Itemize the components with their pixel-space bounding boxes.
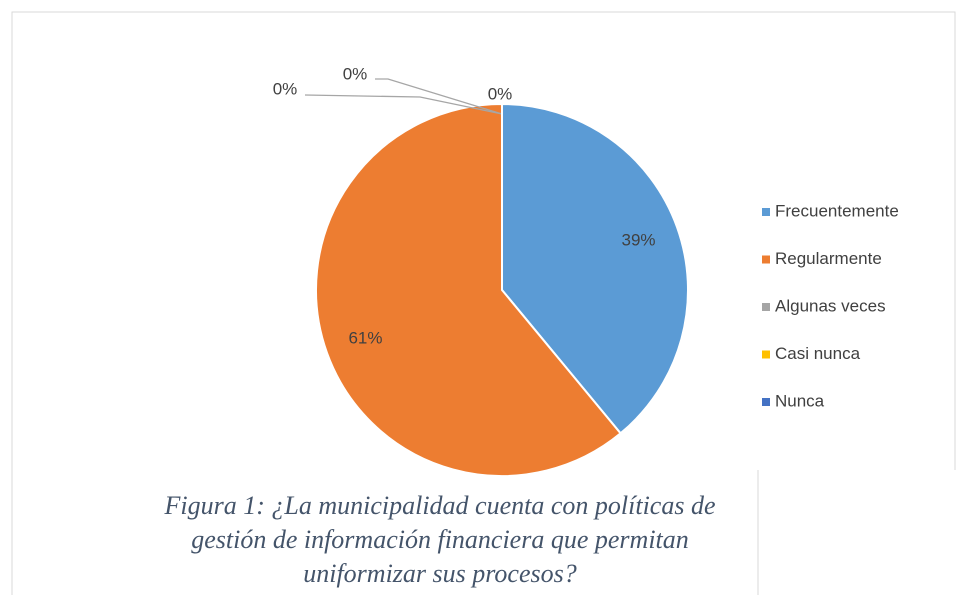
legend-label: Nunca: [775, 391, 825, 410]
legend-label: Frecuentemente: [775, 201, 899, 220]
legend-label: Regularmente: [775, 249, 882, 268]
chart-border: [11, 11, 956, 595]
legend-label: Algunas veces: [775, 296, 886, 315]
caption: Figura 1: ¿La municipalidad cuenta con p…: [164, 491, 716, 520]
caption: gestión de información financiera que pe…: [191, 525, 689, 554]
legend-swatch: [762, 398, 770, 406]
leader-line: [304, 94, 503, 115]
leader-line: [375, 78, 503, 115]
legend-label: Casi nunca: [775, 344, 861, 363]
caption: uniformizar sus procesos?: [303, 559, 577, 588]
data-label: 39%: [621, 230, 655, 249]
pie-slice: [315, 102, 622, 477]
data-label: 61%: [348, 329, 382, 348]
legend-swatch: [762, 208, 770, 216]
data-label: 0%: [488, 84, 513, 103]
legend-swatch: [762, 255, 770, 264]
pie-slice: [501, 102, 689, 435]
data-label: 0%: [343, 64, 368, 83]
legend-swatch: [762, 350, 770, 359]
legend-swatch: [762, 303, 770, 311]
data-label: 0%: [273, 79, 298, 98]
